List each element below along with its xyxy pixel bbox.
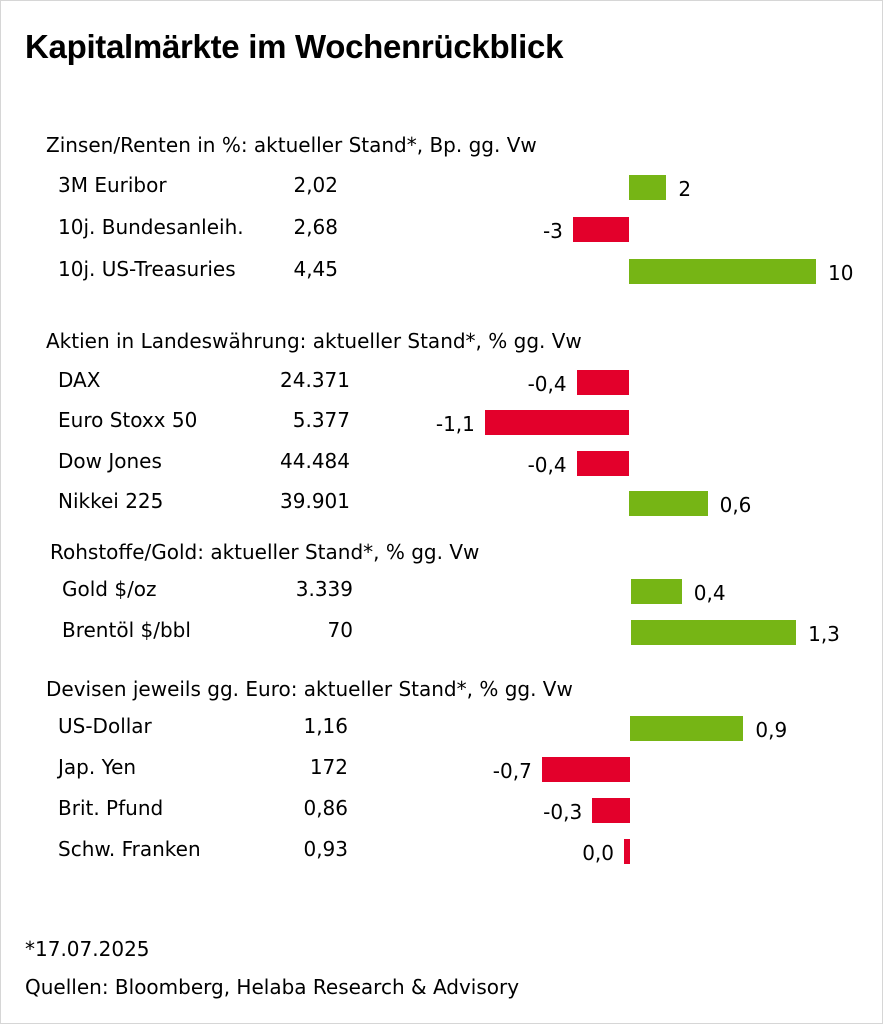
bar-value-label: 0,0 bbox=[582, 841, 614, 865]
bar bbox=[541, 757, 630, 782]
bar-value-label: -0,7 bbox=[492, 759, 532, 783]
section-title: Rohstoffe/Gold: aktueller Stand*, % gg. … bbox=[50, 540, 480, 564]
bar-value-label: 10 bbox=[828, 261, 854, 285]
row-value: 2,68 bbox=[293, 215, 338, 239]
row-value: 70 bbox=[327, 618, 353, 642]
footnote-date: *17.07.2025 bbox=[25, 937, 150, 961]
row-value: 4,45 bbox=[293, 257, 338, 281]
row-label: US-Dollar bbox=[58, 714, 152, 738]
bar bbox=[592, 798, 630, 823]
row-label: Brit. Pfund bbox=[58, 796, 164, 820]
bar bbox=[576, 451, 629, 476]
row-value: 0,93 bbox=[303, 837, 348, 861]
bar-value-label: -0,4 bbox=[527, 453, 567, 477]
row-label: Brentöl $/bbl bbox=[62, 618, 191, 642]
row-label: Schw. Franken bbox=[58, 837, 201, 861]
bar-value-label: -0,4 bbox=[527, 372, 567, 396]
bar-value-label: 0,4 bbox=[693, 581, 726, 605]
bar bbox=[631, 579, 682, 604]
footnote-sources: Quellen: Bloomberg, Helaba Research & Ad… bbox=[25, 975, 520, 999]
row-label: 10j. Bundesanleih. bbox=[58, 215, 244, 239]
row-label: DAX bbox=[58, 368, 101, 392]
row-value: 5.377 bbox=[292, 408, 350, 432]
row-value: 24.371 bbox=[280, 368, 350, 392]
bar bbox=[572, 217, 629, 242]
row-value: 172 bbox=[309, 755, 348, 779]
section-title: Zinsen/Renten in %: aktueller Stand*, Bp… bbox=[46, 133, 537, 157]
bar bbox=[484, 410, 629, 435]
bar-value-label: 1,3 bbox=[808, 622, 840, 646]
row-value: 0,86 bbox=[303, 796, 348, 820]
bar bbox=[629, 259, 816, 284]
bar bbox=[576, 370, 629, 395]
chart-title: Kapitalmärkte im Wochenrückblick bbox=[25, 28, 564, 65]
bar bbox=[629, 175, 667, 200]
section-title: Aktien in Landeswährung: aktueller Stand… bbox=[46, 329, 582, 353]
bar-value-label: -1,1 bbox=[435, 412, 475, 436]
row-label: Gold $/oz bbox=[62, 577, 157, 601]
row-label: Euro Stoxx 50 bbox=[58, 408, 198, 432]
row-label: Nikkei 225 bbox=[58, 489, 164, 513]
bar-value-label: 0,6 bbox=[719, 493, 752, 517]
bar-value-label: 2 bbox=[678, 177, 692, 201]
bar bbox=[630, 716, 744, 741]
bar bbox=[629, 491, 708, 516]
row-value: 1,16 bbox=[303, 714, 348, 738]
row-label: 10j. US-Treasuries bbox=[58, 257, 236, 281]
row-label: Dow Jones bbox=[58, 449, 162, 473]
row-label: Jap. Yen bbox=[58, 755, 137, 779]
row-value: 3.339 bbox=[295, 577, 353, 601]
bar-value-label: -3 bbox=[542, 219, 563, 243]
row-label: 3M Euribor bbox=[58, 173, 167, 197]
bar-value-label: 0,9 bbox=[755, 718, 788, 742]
bar bbox=[631, 620, 797, 645]
row-value: 44.484 bbox=[280, 449, 350, 473]
row-value: 2,02 bbox=[293, 173, 338, 197]
row-value: 39.901 bbox=[280, 489, 350, 513]
bar-value-label: -0,3 bbox=[543, 800, 583, 824]
bar bbox=[624, 839, 630, 864]
section-title: Devisen jeweils gg. Euro: aktueller Stan… bbox=[46, 677, 573, 701]
